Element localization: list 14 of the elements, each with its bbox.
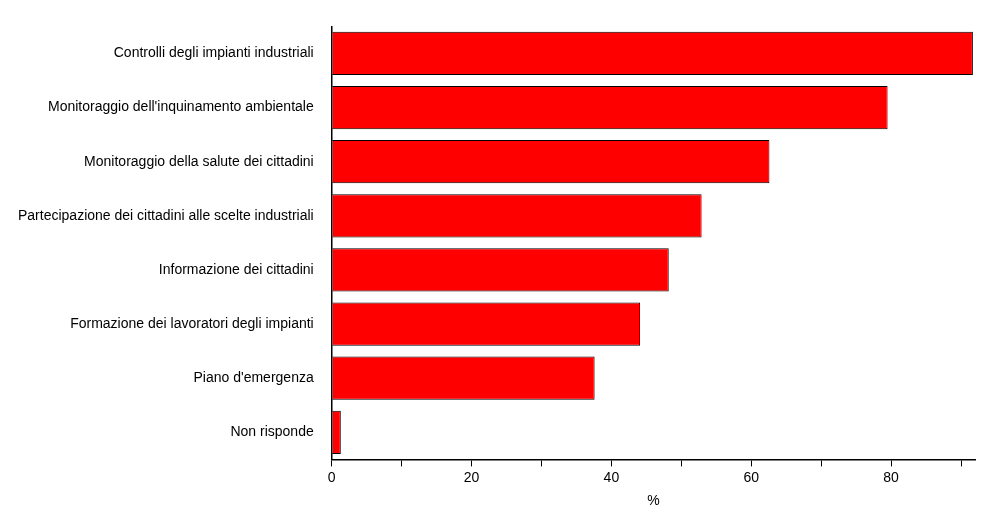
x-tick-label: 80 bbox=[883, 468, 900, 485]
x-tick-label: 0 bbox=[327, 468, 336, 485]
y-tick-label: Partecipazione dei cittadini alle scelte industriali bbox=[18, 206, 314, 223]
y-tick-label: Monitoraggio dell'inquinamento ambientale bbox=[47, 98, 314, 115]
x-axis-title: % bbox=[647, 492, 660, 509]
y-tick-label: Informazione dei cittadini bbox=[158, 260, 314, 277]
x-tick-label: 20 bbox=[463, 468, 480, 485]
y-tick-label: Monitoraggio della salute dei cittadini bbox=[84, 152, 314, 169]
x-tick-label: 40 bbox=[603, 468, 620, 485]
y-tick-label: Non risponde bbox=[230, 423, 314, 440]
x-tick-label: 60 bbox=[743, 468, 760, 485]
y-tick-label: Formazione dei lavoratori degli impianti bbox=[70, 314, 314, 331]
y-tick-label: Controlli degli impianti industriali bbox=[113, 44, 314, 61]
y-tick-label: Piano d'emergenza bbox=[193, 369, 314, 386]
